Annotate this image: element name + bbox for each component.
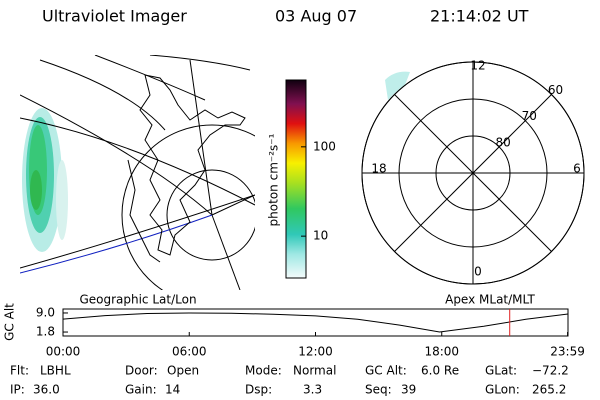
- map-line: [149, 55, 251, 71]
- latitude-label: 80: [496, 135, 511, 149]
- field-value: 14: [165, 383, 180, 397]
- latitude-ring: [398, 98, 548, 248]
- latitude-ring: [361, 61, 585, 285]
- map-line: [56, 160, 68, 240]
- time: 21:14:02 UT: [430, 7, 529, 26]
- field-value: LBHL: [40, 364, 71, 378]
- altitude-line: [62, 312, 569, 333]
- plot-frame: [62, 308, 569, 337]
- map-line: [127, 159, 161, 263]
- map-line: [139, 74, 246, 256]
- field-label: Mode:: [245, 364, 282, 378]
- tick-label: 10: [313, 229, 328, 243]
- plot-title-right: Apex MLat/MLT: [445, 293, 535, 307]
- title: Ultraviolet Imager: [42, 7, 187, 26]
- date: 03 Aug 07: [275, 7, 357, 26]
- map-line: [121, 124, 255, 290]
- latitude-label: 60: [548, 83, 563, 97]
- map-line: [189, 59, 213, 216]
- auroral-emission: [22, 108, 68, 252]
- map-line: [20, 117, 255, 206]
- mlt-label: 12: [470, 59, 485, 73]
- mlt-label: 6: [573, 162, 581, 176]
- colorbar-label: photon cm⁻²s⁻¹: [267, 133, 281, 226]
- field-label: IP:: [10, 383, 25, 397]
- colorbar-frame: [285, 79, 307, 279]
- field-label: GLon:: [485, 383, 520, 397]
- x-tick-label: 00:00: [46, 345, 81, 359]
- field-value: Normal: [293, 364, 336, 378]
- field-value: 36.0: [33, 383, 60, 397]
- mlt-label: 0: [474, 265, 482, 279]
- tick-label: 100: [313, 139, 336, 153]
- colorbar: [286, 80, 306, 278]
- map-line: [211, 194, 255, 216]
- field-value: Open: [167, 364, 199, 378]
- x-tick-label: 12:00: [298, 345, 333, 359]
- x-tick-label: 06:00: [172, 345, 207, 359]
- field-label: Flt:: [10, 364, 29, 378]
- map-line: [30, 170, 42, 210]
- field-value: −72.2: [532, 364, 569, 378]
- field-value: 39: [401, 383, 416, 397]
- field-value: 265.2: [532, 383, 566, 397]
- auroral-emission: [385, 71, 410, 100]
- colorbar-axis: 10 100: [285, 79, 336, 279]
- y-tick-label: 1.8: [36, 325, 55, 339]
- field-label: Gain:: [125, 383, 157, 397]
- x-tick-label: 23:59: [550, 345, 585, 359]
- mlt-label: 18: [371, 162, 386, 176]
- y-axis-label: GC Alt: [3, 303, 17, 341]
- geographic-map: [20, 55, 255, 290]
- map-line: [20, 194, 255, 269]
- plot-title-left: Geographic Lat/Lon: [79, 293, 196, 307]
- field-value: 6.0 Re: [421, 364, 459, 378]
- field-label: Dsp:: [245, 383, 272, 397]
- field-label: GLat:: [485, 364, 517, 378]
- map-line: [211, 214, 241, 290]
- latitude-label: 70: [522, 109, 537, 123]
- y-tick-label: 9.0: [36, 305, 55, 319]
- x-tick-label: 18:00: [424, 345, 459, 359]
- map-line: [20, 94, 213, 216]
- field-label: Seq:: [365, 383, 392, 397]
- map-line: [39, 59, 166, 131]
- altitude-plot: 9.0 1.8 00:00 06:00 12:00 18:00 23:59: [36, 305, 585, 358]
- field-value: 3.3: [303, 383, 322, 397]
- field-label: GC Alt:: [365, 364, 407, 378]
- field-label: Door:: [125, 364, 158, 378]
- map-line: [166, 169, 255, 261]
- latitude-ring: [435, 135, 511, 211]
- status-footer: Flt: LBHL Door: Open Mode: Normal GC Alt: 6.0 R…: [10, 364, 569, 397]
